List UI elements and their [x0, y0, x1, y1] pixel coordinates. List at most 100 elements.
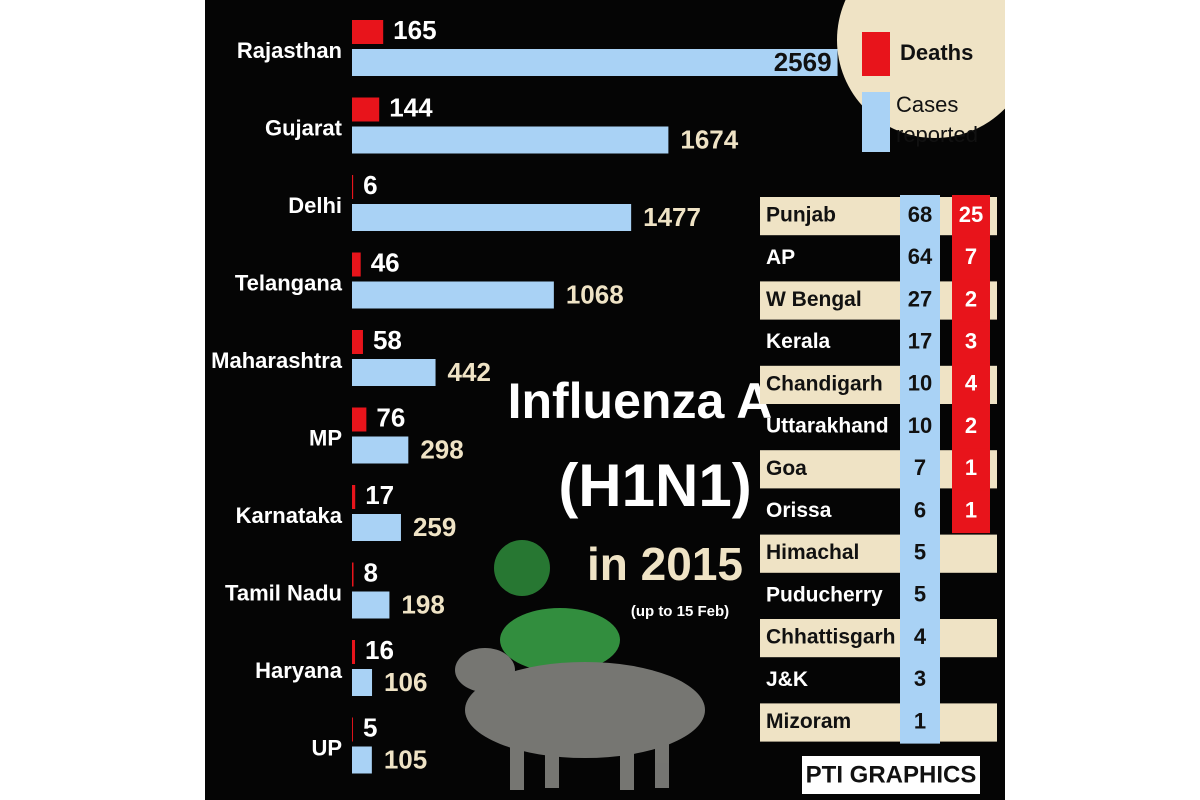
legend-label: Cases reported: [896, 92, 978, 147]
deaths-cell: [952, 448, 990, 491]
note: (up to 15 Feb): [631, 603, 729, 620]
table-cell: 7: [965, 244, 977, 269]
table-cell: Mizoram: [766, 710, 851, 733]
data-label: 58: [373, 325, 402, 355]
bar: [352, 49, 838, 76]
pig-body: [465, 662, 705, 758]
table-cell: Puducherry: [766, 583, 883, 606]
subtitle: (H1N1): [558, 452, 751, 519]
data-label: 1674: [680, 124, 738, 154]
table-cell: 5: [914, 582, 926, 607]
data-label: 1477: [643, 202, 701, 232]
credit: PTI GRAPHICS: [806, 761, 977, 788]
title: Influenza A: [508, 373, 773, 429]
bar: [352, 514, 401, 541]
data-label: 1068: [566, 279, 624, 309]
bar: [352, 20, 384, 44]
table-cell: 1: [965, 455, 977, 480]
bar: [352, 746, 372, 774]
table-cell: 10: [908, 413, 932, 438]
category-label: Gujarat: [265, 115, 343, 140]
bar: [352, 640, 356, 664]
data-label: 144: [389, 92, 433, 122]
legend-label: Deaths: [900, 40, 973, 65]
category-label: Rajasthan: [237, 38, 342, 63]
deaths-cell: [952, 279, 990, 323]
data-label: 8: [364, 557, 378, 587]
bar: [352, 175, 354, 199]
bar: [352, 669, 373, 696]
data-label: 5: [363, 712, 377, 742]
row-band: [760, 534, 997, 573]
table-cell: 10: [908, 371, 932, 396]
virus: [500, 608, 620, 672]
cases-column: [900, 195, 940, 744]
row-band: [760, 703, 997, 742]
category-label: Karnataka: [236, 503, 343, 528]
bar: [352, 591, 390, 619]
bar: [352, 252, 361, 277]
table-cell: 7: [914, 455, 926, 480]
category-label: Tamil Nadu: [225, 580, 342, 605]
data-label: 105: [384, 744, 427, 774]
bar: [352, 359, 436, 386]
credit-box: [802, 756, 980, 794]
data-label: 106: [384, 667, 427, 697]
data-label: 17: [365, 480, 394, 510]
data-label: 16: [365, 635, 394, 665]
table-cell: 5: [914, 540, 926, 565]
pig-leg: [655, 740, 669, 788]
table-cell: 4: [914, 624, 927, 649]
table-cell: 2: [965, 413, 977, 438]
category-label: UP: [311, 735, 342, 760]
category-label: MP: [309, 425, 342, 450]
category-label: Delhi: [288, 193, 342, 218]
bar: [352, 126, 669, 154]
legend-swatch: [862, 92, 890, 152]
pig-leg: [620, 740, 634, 790]
deaths-cell: [952, 195, 990, 238]
category-label: Maharashtra: [211, 348, 343, 373]
deaths-cell: [952, 321, 990, 365]
category-label: Haryana: [255, 658, 343, 683]
table-cell: 27: [908, 286, 932, 311]
bar: [352, 281, 554, 309]
table-cell: Goa: [766, 457, 807, 480]
data-label: 76: [376, 402, 405, 432]
table-cell: Orissa: [766, 499, 832, 522]
deaths-cell: [952, 490, 990, 534]
bar: [352, 204, 632, 231]
data-label: 6: [363, 170, 377, 200]
deaths-cell: [952, 406, 990, 449]
virus: [494, 540, 550, 596]
table-cell: Punjab: [766, 204, 836, 227]
table-cell: W Bengal: [766, 288, 862, 311]
table-cell: Chhattisgarh: [766, 626, 896, 649]
table-cell: 4: [965, 371, 978, 396]
pig-leg: [510, 740, 524, 790]
table-cell: AP: [766, 246, 795, 269]
year-label: in 2015: [587, 538, 743, 590]
legend-label-box: Cases reported: [896, 92, 978, 147]
table-cell: 6: [914, 497, 926, 522]
table-cell: 17: [908, 329, 932, 354]
table-cell: Uttarakhand: [766, 415, 889, 438]
bar: [352, 407, 367, 432]
table-cell: Himachal: [766, 541, 859, 564]
data-label: 165: [393, 15, 436, 45]
data-label: 298: [420, 434, 463, 464]
table-cell: 25: [959, 202, 983, 227]
data-label: 46: [371, 247, 400, 277]
table-cell: Kerala: [766, 330, 831, 353]
bar: [352, 97, 380, 122]
deaths-cell: [952, 237, 990, 280]
table-cell: J&K: [766, 668, 808, 691]
category-label: Telangana: [235, 270, 343, 295]
pig-illustration: [455, 540, 705, 790]
row-band: [760, 619, 997, 658]
bar: [352, 485, 356, 509]
table-cell: 3: [914, 666, 926, 691]
table-cell: 68: [908, 202, 932, 227]
bar: [352, 717, 353, 742]
